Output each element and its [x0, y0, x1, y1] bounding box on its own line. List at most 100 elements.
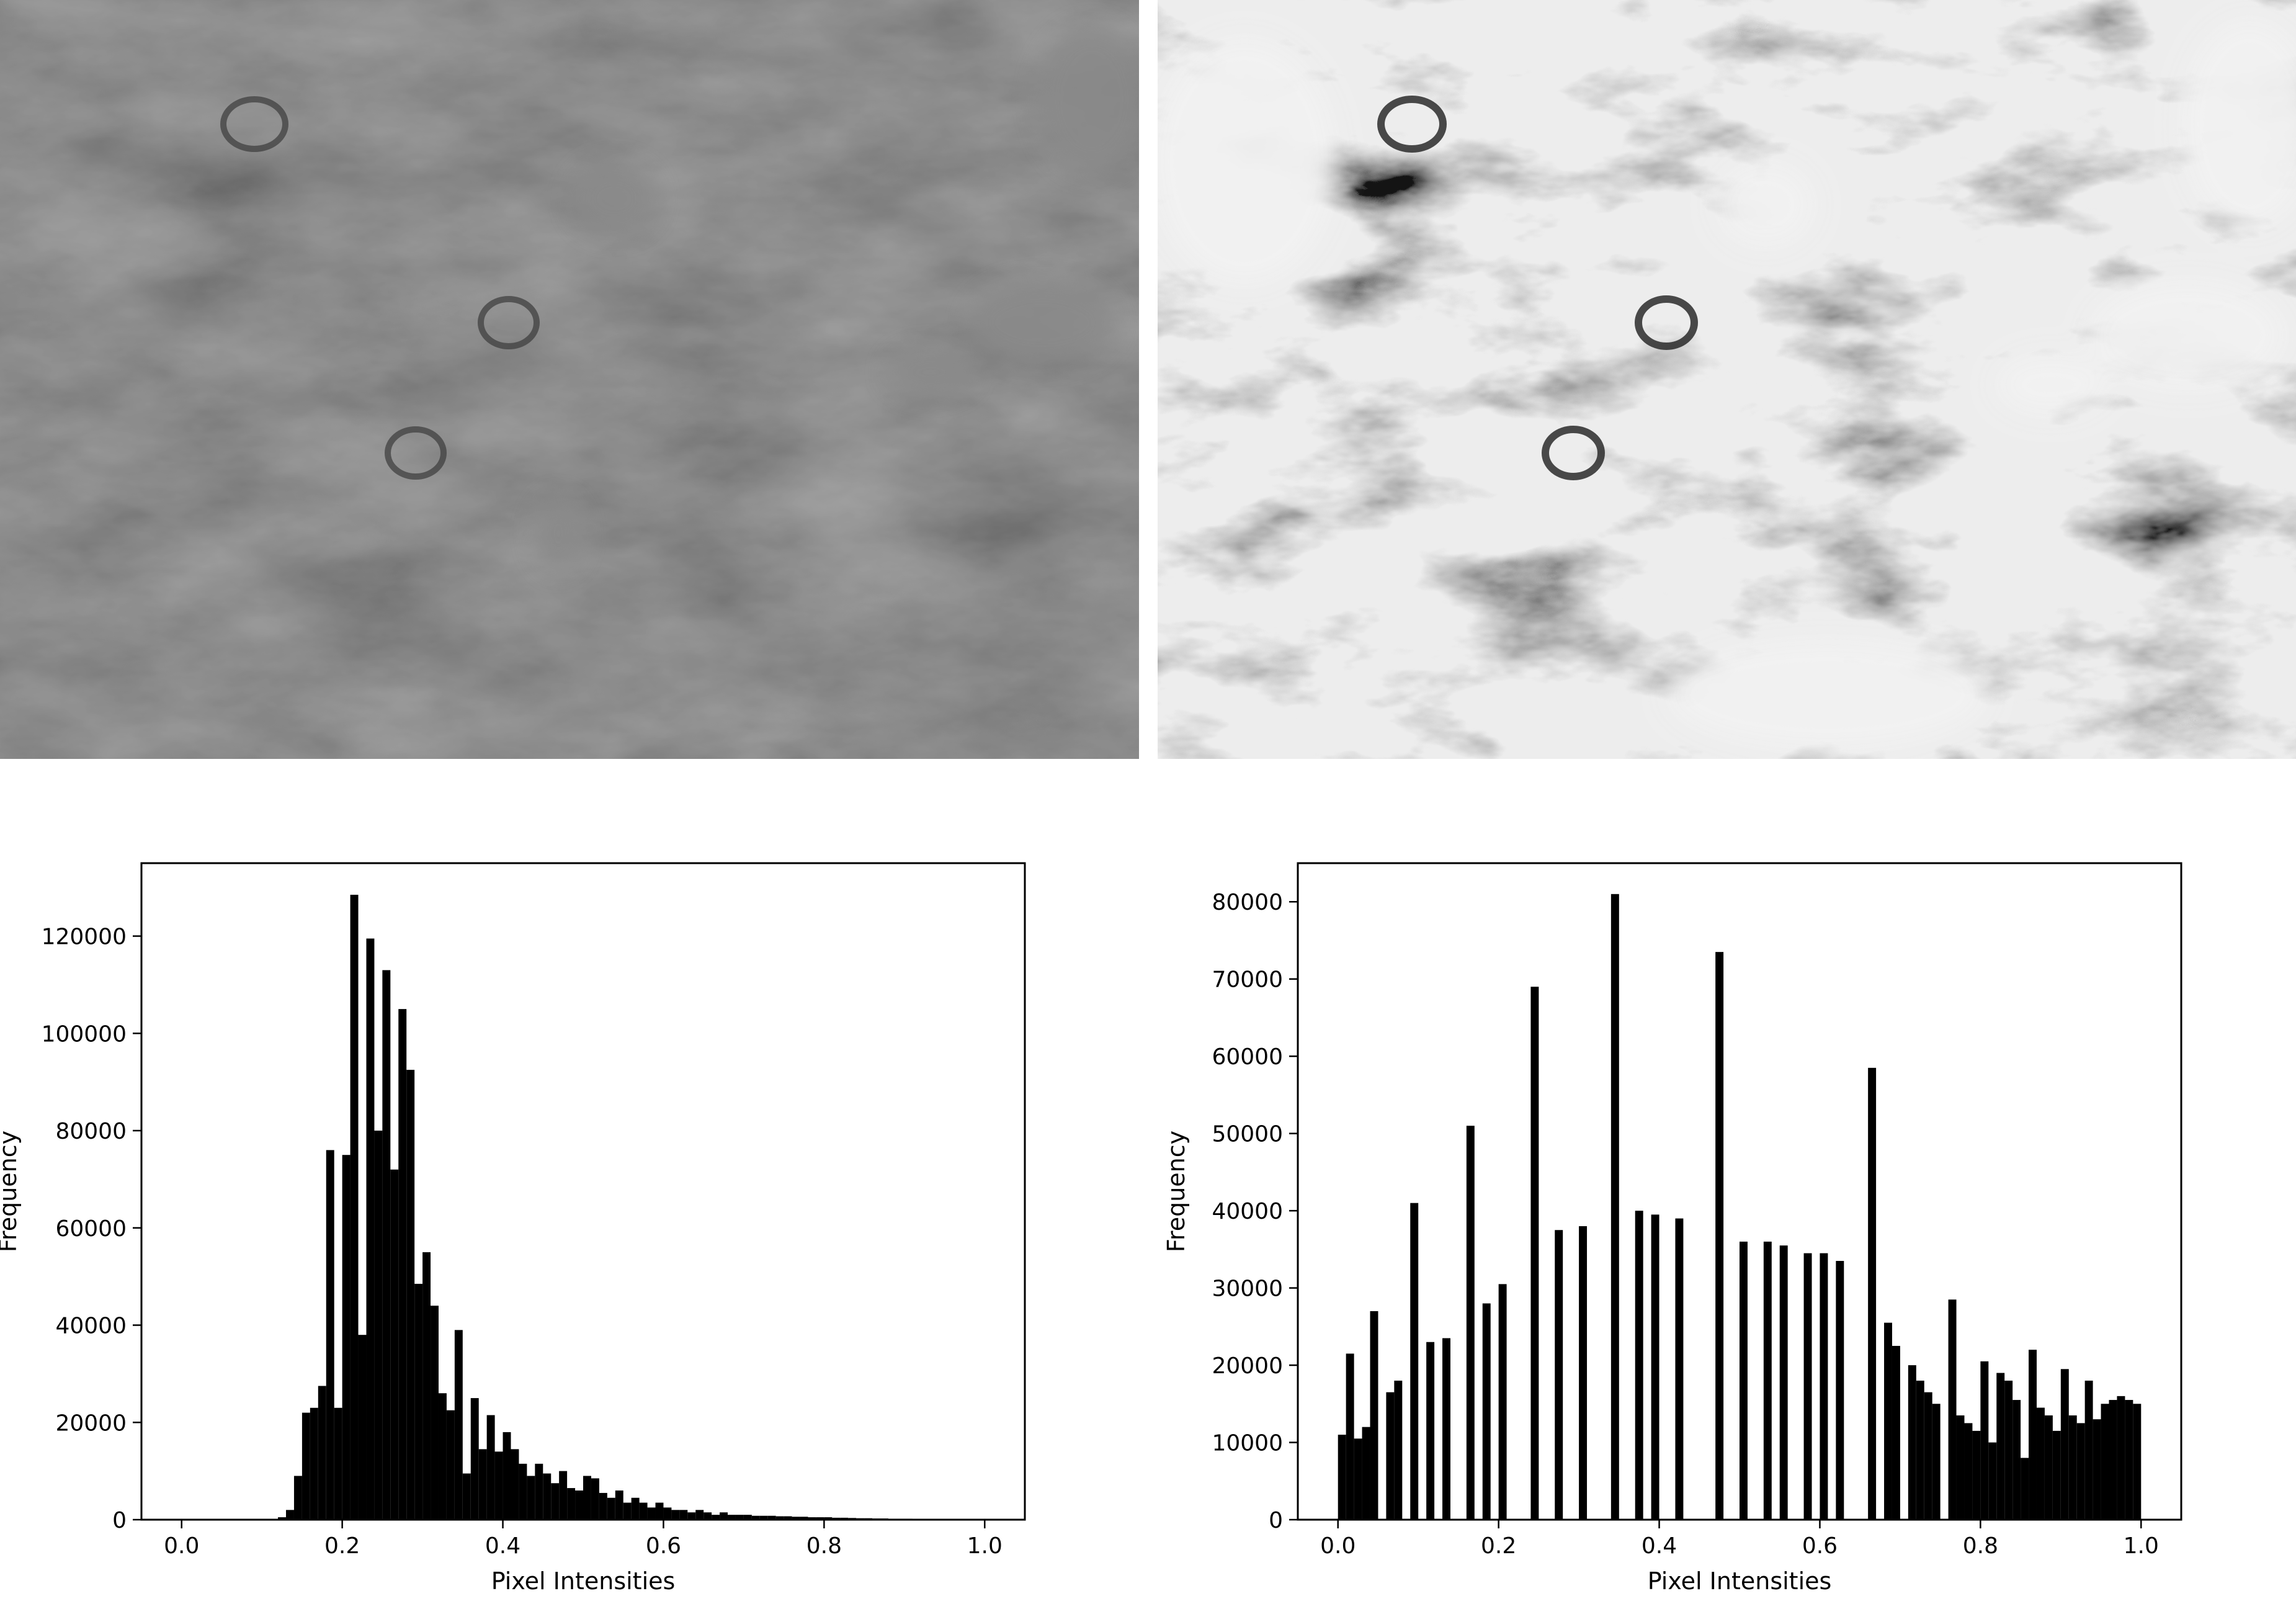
histogram-bar: [1956, 1415, 1965, 1520]
x-tick-label: 0.6: [646, 1533, 681, 1559]
x-tick-label: 0.6: [1802, 1533, 1838, 1559]
histogram-bar: [583, 1476, 591, 1520]
y-tick-label: 20000: [1212, 1353, 1283, 1379]
histogram-bar: [486, 1415, 495, 1520]
histogram-bar: [422, 1252, 431, 1520]
histogram-bar: [1555, 1230, 1563, 1520]
histogram-bar: [1635, 1211, 1643, 1520]
histogram-bar: [639, 1502, 648, 1520]
histogram-bar: [1579, 1226, 1588, 1520]
histogram-bar: [1763, 1241, 1772, 1520]
histogram-bar: [567, 1488, 576, 1520]
y-tick-label: 0: [112, 1508, 127, 1533]
histogram-bar: [318, 1386, 326, 1520]
y-tick-label: 40000: [55, 1314, 127, 1339]
x-tick-label: 0.8: [1963, 1533, 1998, 1559]
histogram-bar: [366, 938, 375, 1520]
histogram-bar: [551, 1483, 560, 1520]
histogram-bar: [446, 1410, 455, 1520]
histogram-bar: [743, 1515, 752, 1520]
histogram-bar: [679, 1510, 688, 1520]
histogram-bar: [712, 1515, 720, 1520]
histogram-bar: [1675, 1218, 1684, 1520]
histogram-bar: [1868, 1067, 1877, 1520]
histogram-bar: [519, 1463, 527, 1520]
histogram-bar: [527, 1476, 535, 1520]
histogram-bar: [1892, 1345, 1900, 1520]
x-ticks: 0.0 0.2 0.4 0.6 0.8 1.0: [164, 1520, 1003, 1559]
x-axis-label: Pixel Intensities: [1648, 1567, 1832, 1595]
histogram-bar: [687, 1512, 696, 1520]
histogram-bar: [2021, 1458, 2029, 1520]
histogram-bar: [454, 1330, 463, 1520]
histogram-bar: [302, 1412, 310, 1520]
histogram-bar: [767, 1515, 776, 1520]
plot-frame: [1297, 862, 2182, 1521]
histogram-bar: [470, 1398, 479, 1520]
histogram-bar: [382, 970, 391, 1520]
histogram-bar: [1410, 1203, 1419, 1520]
histogram-bar: [438, 1393, 447, 1520]
x-tick-label: 0.2: [324, 1533, 360, 1559]
histogram-bar: [808, 1517, 816, 1520]
histogram-equalized: 0.0 0.2 0.4 0.6 0.8 1.0 0 10000 20000 30000 40000…: [1148, 819, 2296, 1614]
histogram-bar: [704, 1512, 712, 1520]
x-tick-label: 1.0: [967, 1533, 1003, 1559]
histogram-bar: [1948, 1299, 1957, 1520]
histogram-bar: [462, 1473, 471, 1520]
histogram-bar: [647, 1507, 656, 1520]
histogram-bar: [1988, 1442, 1997, 1520]
histogram-bar: [784, 1516, 792, 1520]
histogram-bar: [2133, 1404, 2142, 1520]
histogram-bar: [840, 1517, 849, 1520]
histogram-bar: [728, 1515, 736, 1520]
bars: [1338, 894, 2142, 1520]
y-tick-label: 80000: [55, 1119, 127, 1144]
histogram-bar: [390, 1169, 399, 1520]
x-tick-label: 0.0: [1320, 1533, 1356, 1559]
histogram-bar: [278, 1517, 287, 1520]
histogram-bar: [1715, 952, 1724, 1520]
histogram-bar: [1924, 1392, 1932, 1520]
histogram-bar: [1836, 1261, 1844, 1520]
histogram-bar: [350, 894, 359, 1520]
histogram-bar: [2012, 1400, 2021, 1520]
equalized-grayscale-image: [1158, 0, 2296, 759]
histogram-bar: [2084, 1380, 2093, 1520]
histogram-bar: [607, 1497, 615, 1520]
x-axis-label: Pixel Intensities: [491, 1567, 676, 1595]
histogram-bar: [816, 1517, 824, 1520]
histogram-bar: [374, 1131, 383, 1520]
x-tick-label: 0.8: [806, 1533, 842, 1559]
histogram-bar: [2068, 1415, 2077, 1520]
histogram-bar: [775, 1516, 784, 1520]
histogram-bar: [1740, 1241, 1748, 1520]
histogram-bar: [1530, 987, 1539, 1520]
y-tick-label: 50000: [1212, 1122, 1283, 1147]
histogram-bar: [2036, 1407, 2045, 1520]
histogram-bar: [1908, 1365, 1916, 1520]
histogram-bar: [1498, 1284, 1507, 1520]
y-ticks: 0 20000 40000 60000 80000 100000 120000: [42, 925, 141, 1533]
histogram-bar: [2093, 1419, 2101, 1520]
histogram-bar: [824, 1517, 833, 1520]
histogram-bar: [293, 1476, 302, 1520]
histogram-bar: [1980, 1361, 1989, 1520]
histogram-bar: [431, 1306, 439, 1520]
histogram-bar: [1354, 1438, 1362, 1520]
histogram-bar: [1442, 1338, 1450, 1520]
y-axis-label: Frequency: [0, 1131, 22, 1252]
y-tick-label: 70000: [1212, 967, 1283, 993]
x-tick-label: 1.0: [2124, 1533, 2159, 1559]
y-tick-label: 60000: [55, 1216, 127, 1242]
histogram-bar: [1996, 1373, 2005, 1520]
histogram-bar: [2117, 1396, 2125, 1520]
histogram-bar: [591, 1478, 599, 1520]
histogram-bar: [2101, 1404, 2109, 1520]
histogram-bar: [286, 1510, 294, 1520]
histogram-bar: [358, 1335, 367, 1520]
y-tick-label: 10000: [1212, 1431, 1283, 1456]
histogram-bar: [2052, 1430, 2061, 1520]
histogram-bar: [1779, 1245, 1788, 1520]
histogram-bar: [695, 1510, 704, 1520]
